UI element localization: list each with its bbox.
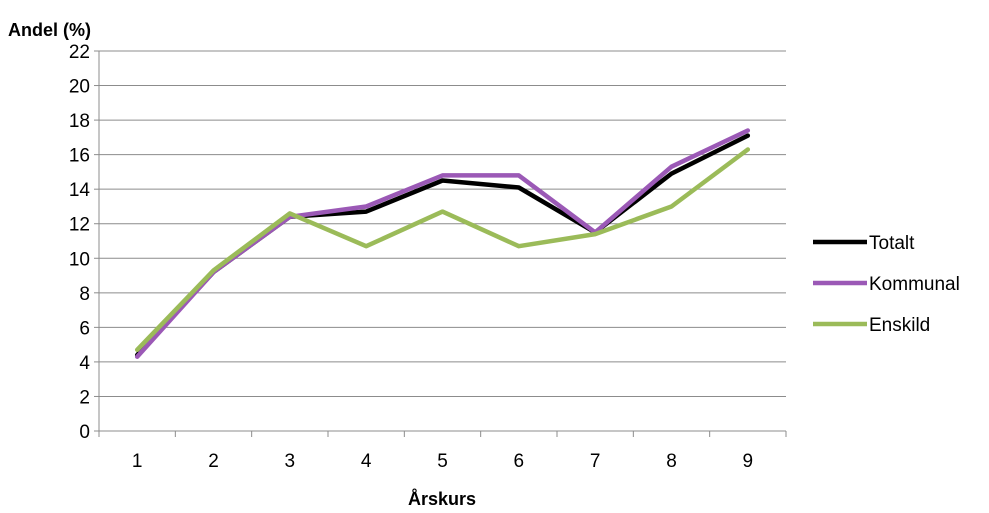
x-tick-label: 2 (208, 451, 219, 472)
y-tick-label: 16 (69, 146, 90, 167)
y-tick-label: 4 (79, 353, 90, 374)
y-tick-label: 10 (69, 249, 90, 270)
series-line-totalt (134, 133, 751, 358)
x-tick-label: 4 (361, 451, 372, 472)
y-tick-label: 14 (69, 180, 91, 201)
x-tick-label: 9 (743, 451, 754, 472)
y-tick-label: 2 (79, 387, 90, 408)
y-tick-label: 6 (79, 318, 90, 339)
y-axis-title: Andel (%) (8, 20, 91, 40)
y-tick-label: 8 (79, 284, 90, 305)
x-tick-label: 1 (132, 451, 143, 472)
y-tick-label: 0 (79, 422, 90, 443)
x-tick-label: 5 (437, 451, 448, 472)
series-lines (134, 128, 751, 359)
legend-label: Enskild (869, 315, 930, 336)
x-tick-label: 7 (590, 451, 601, 472)
legend: Totalt Kommunal Enskild (813, 233, 960, 336)
legend-label: Totalt (869, 233, 915, 254)
legend-label: Kommunal (869, 274, 960, 295)
y-tick-label: 18 (69, 111, 90, 132)
x-tick-label: 6 (514, 451, 525, 472)
x-tick-label: 8 (666, 451, 677, 472)
y-tick-label: 20 (69, 77, 90, 98)
y-tick-label: 12 (69, 215, 90, 236)
x-axis-title: Årskurs (408, 489, 476, 509)
series-line-enskild (134, 147, 751, 353)
series-line-kommunal (134, 128, 751, 359)
grid-lines (99, 50, 786, 397)
y-tick-label: 22 (69, 42, 90, 63)
x-tick-label: 3 (285, 451, 296, 472)
